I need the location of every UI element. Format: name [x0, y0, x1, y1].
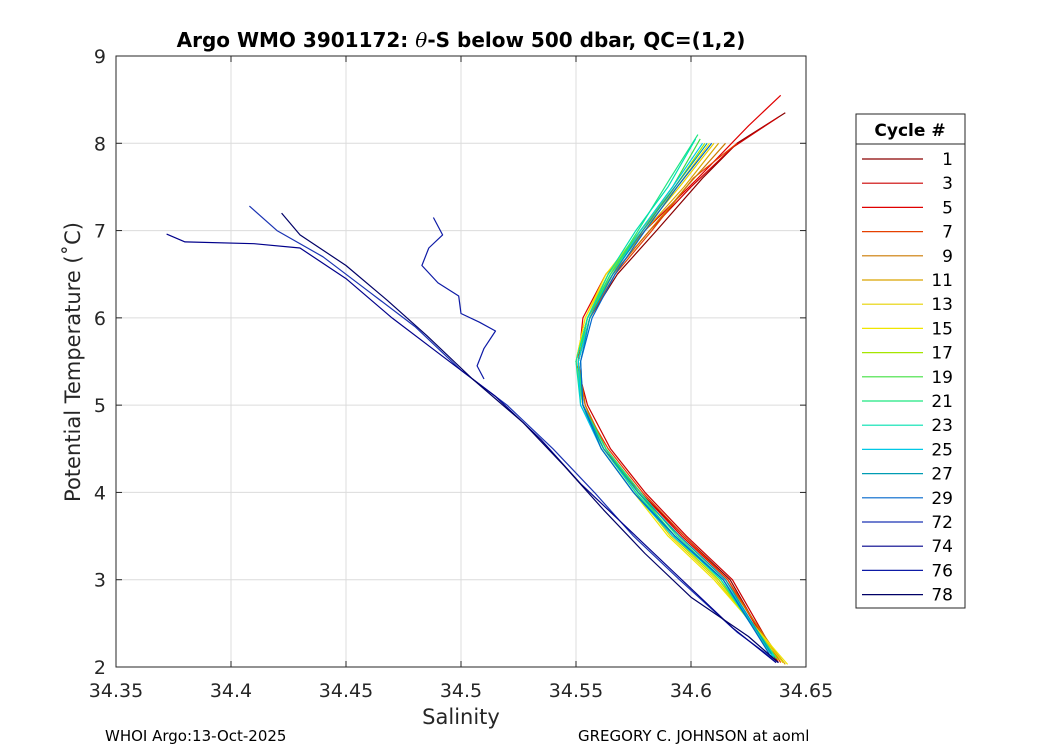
legend-label-cycle-1: 1 [942, 150, 953, 170]
y-tick-label: 6 [94, 308, 106, 330]
legend-label-cycle-3: 3 [942, 174, 953, 194]
legend-label-cycle-29: 29 [931, 489, 953, 509]
series-line-cycle-29 [579, 142, 770, 655]
x-tick-label: 34.4 [210, 680, 252, 702]
legend-label-cycle-21: 21 [931, 392, 953, 412]
x-tick-label: 34.35 [89, 680, 143, 702]
y-tick-label: 8 [94, 133, 106, 155]
series-line-cycle-74 [166, 233, 777, 664]
y-tick-label: 9 [94, 46, 106, 68]
legend-label-cycle-76: 76 [931, 561, 953, 581]
plot-area: 34.35 34.4 34.45 34.5 34.55 34.6 34.65 2 3 4 5 6 7 8… [89, 46, 833, 702]
legend-label-cycle-78: 78 [931, 586, 953, 606]
legend-label-cycle-15: 15 [931, 319, 953, 339]
x-tick-label: 34.65 [779, 680, 833, 702]
legend-label-cycle-27: 27 [931, 465, 953, 485]
x-axis-label: Salinity [422, 705, 500, 729]
legend-title: Cycle # [874, 121, 945, 141]
y-axis-label: Potential Temperature (˚C) [61, 222, 85, 502]
footer-left: WHOI Argo:13-Oct-2025 [105, 727, 286, 745]
legend-label-cycle-23: 23 [931, 416, 953, 436]
x-tick-label: 34.55 [549, 680, 603, 702]
series-line-cycle-21 [577, 134, 777, 659]
series-line-cycle-76 [421, 217, 497, 380]
legend-label-cycle-25: 25 [931, 440, 953, 460]
legend-label-cycle-9: 9 [942, 247, 953, 267]
series-line-cycle-78 [281, 212, 779, 664]
x-axis: 34.35 34.4 34.45 34.5 34.55 34.6 34.65 [89, 56, 833, 702]
legend-label-cycle-5: 5 [942, 198, 953, 218]
legend-label-cycle-17: 17 [931, 344, 953, 364]
series-line-cycle-25 [577, 142, 775, 657]
legend-label-cycle-72: 72 [931, 513, 953, 533]
series-line-cycle-72 [249, 205, 779, 664]
legend-label-cycle-11: 11 [931, 271, 953, 291]
y-tick-label: 4 [94, 482, 106, 504]
legend-label-cycle-7: 7 [942, 223, 953, 243]
legend-label-cycle-19: 19 [931, 368, 953, 388]
x-tick-label: 34.6 [670, 680, 712, 702]
y-tick-label: 5 [94, 395, 106, 417]
chart-title: Argo WMO 3901172: θ-S below 500 dbar, QC… [177, 28, 746, 52]
x-tick-label: 34.45 [319, 680, 373, 702]
series-lines [166, 94, 789, 665]
legend-label-cycle-13: 13 [931, 295, 953, 315]
y-tick-label: 3 [94, 570, 106, 592]
x-tick-label: 34.5 [440, 680, 482, 702]
footer-right: GREGORY C. JOHNSON at aoml [578, 727, 809, 745]
y-tick-label: 2 [94, 657, 106, 679]
legend: Cycle # 13579111315171921232527297274767… [855, 113, 966, 609]
y-axis: 2 3 4 5 6 7 8 9 [94, 46, 806, 679]
y-tick-label: 7 [94, 221, 106, 243]
legend-label-cycle-74: 74 [931, 537, 953, 557]
